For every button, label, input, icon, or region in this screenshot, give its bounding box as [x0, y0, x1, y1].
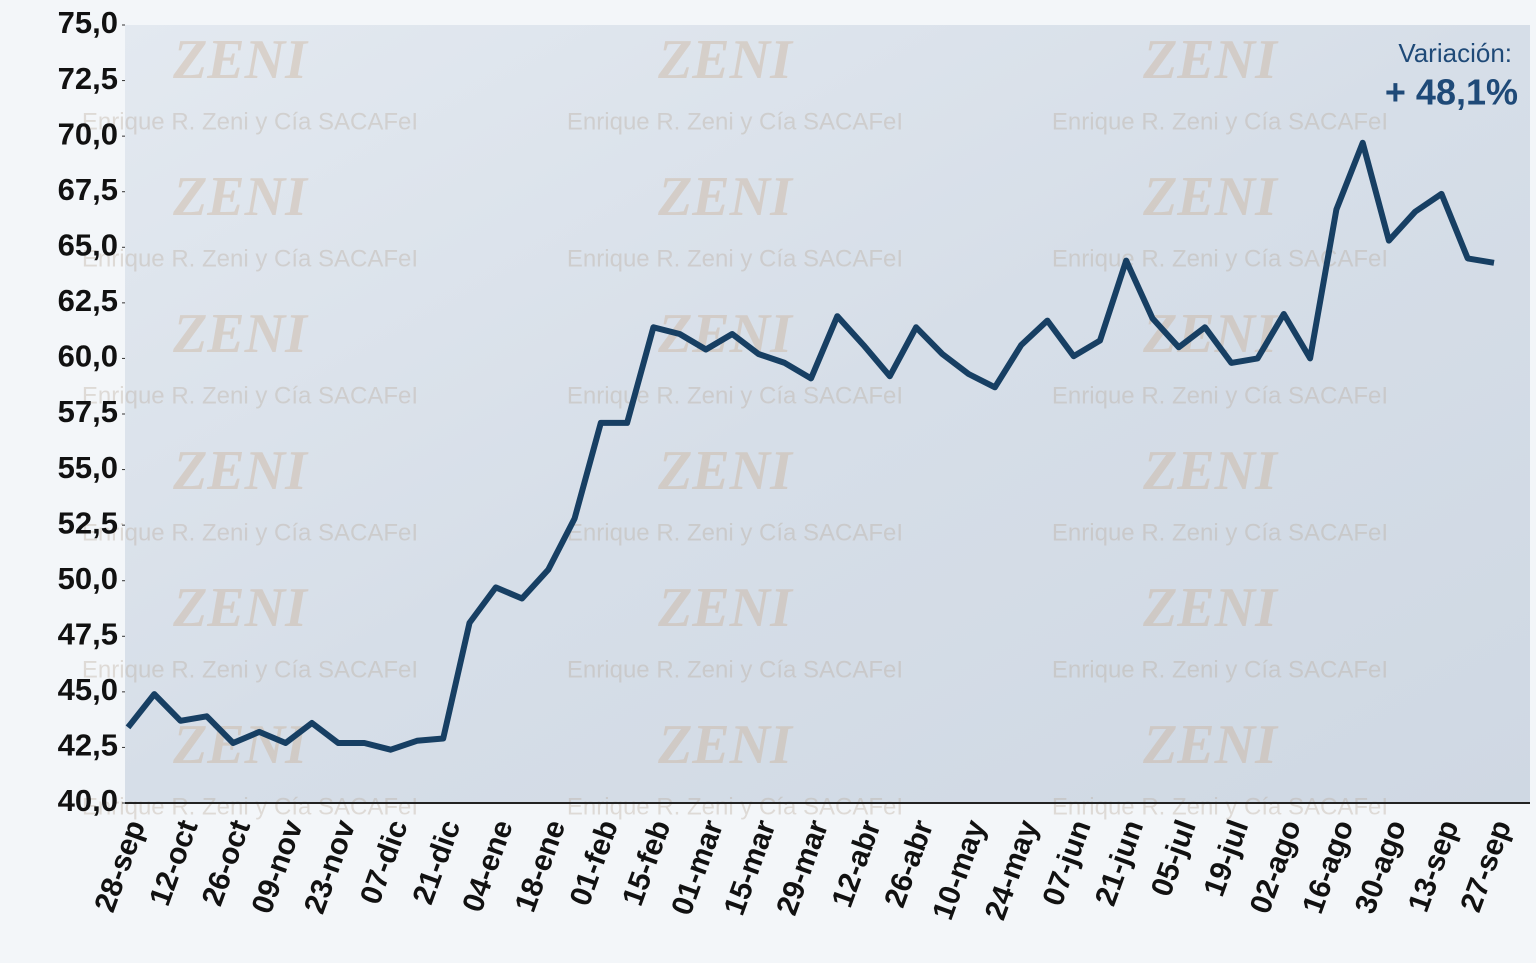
watermark: Enrique R. Zeni y Cía SACAFeI — [567, 793, 903, 820]
watermark: Enrique R. Zeni y Cía SACAFeI — [567, 108, 903, 135]
watermark: Enrique R. Zeni y Cía SACAFeI — [567, 519, 903, 546]
watermark: Enrique R. Zeni y Cía SACAFeI — [82, 519, 418, 546]
y-tick-label: 75,0 — [58, 5, 118, 40]
y-tick-label: 67,5 — [58, 172, 118, 207]
watermark: ZENI — [1142, 29, 1279, 91]
watermark: Enrique R. Zeni y Cía SACAFeI — [82, 245, 418, 272]
watermark: ZENI — [172, 577, 309, 639]
y-tick-label: 57,5 — [58, 394, 118, 429]
watermark: ZENI — [1142, 714, 1279, 776]
watermark: ZENI — [657, 440, 794, 502]
watermark: ZENI — [172, 440, 309, 502]
watermark: ZENI — [172, 303, 309, 365]
watermark: Enrique R. Zeni y Cía SACAFeI — [1052, 382, 1388, 409]
y-tick-label: 47,5 — [58, 616, 118, 651]
watermark: Enrique R. Zeni y Cía SACAFeI — [1052, 108, 1388, 135]
y-tick-label: 72,5 — [58, 61, 118, 96]
watermark: ZENI — [172, 166, 309, 228]
y-tick-label: 60,0 — [58, 339, 118, 374]
y-tick-label: 70,0 — [58, 116, 118, 151]
y-tick-label: 52,5 — [58, 505, 118, 540]
watermark: Enrique R. Zeni y Cía SACAFeI — [82, 793, 418, 820]
watermark: ZENI — [657, 29, 794, 91]
annotation: Variación: — [1398, 38, 1512, 68]
annotation-value: + 48,1% — [1385, 72, 1518, 113]
watermark: Enrique R. Zeni y Cía SACAFeI — [567, 656, 903, 683]
watermark: ZENI — [1142, 166, 1279, 228]
watermark: ZENI — [172, 714, 309, 776]
watermark: Enrique R. Zeni y Cía SACAFeI — [82, 382, 418, 409]
watermark: Enrique R. Zeni y Cía SACAFeI — [82, 656, 418, 683]
watermark: Enrique R. Zeni y Cía SACAFeI — [82, 108, 418, 135]
watermark: Enrique R. Zeni y Cía SACAFeI — [567, 382, 903, 409]
watermark: Enrique R. Zeni y Cía SACAFeI — [567, 245, 903, 272]
watermark: ZENI — [172, 29, 309, 91]
watermark: Enrique R. Zeni y Cía SACAFeI — [1052, 793, 1388, 820]
watermark: Enrique R. Zeni y Cía SACAFeI — [1052, 245, 1388, 272]
watermark: ZENI — [1142, 577, 1279, 639]
watermark: Enrique R. Zeni y Cía SACAFeI — [1052, 656, 1388, 683]
y-tick-label: 50,0 — [58, 561, 118, 596]
watermark: Enrique R. Zeni y Cía SACAFeI — [1052, 519, 1388, 546]
plot-area — [125, 25, 1530, 803]
watermark: ZENI — [657, 166, 794, 228]
y-tick-label: 42,5 — [58, 728, 118, 763]
watermark: ZENI — [657, 577, 794, 639]
y-tick-label: 55,0 — [58, 450, 118, 485]
y-tick-label: 65,0 — [58, 227, 118, 262]
y-tick-label: 45,0 — [58, 672, 118, 707]
line-series — [125, 139, 1495, 753]
watermark: ZENI — [1142, 440, 1279, 502]
watermark: ZENI — [657, 714, 794, 776]
y-tick-label: 62,5 — [58, 283, 118, 318]
y-tick-label: 40,0 — [58, 783, 118, 818]
